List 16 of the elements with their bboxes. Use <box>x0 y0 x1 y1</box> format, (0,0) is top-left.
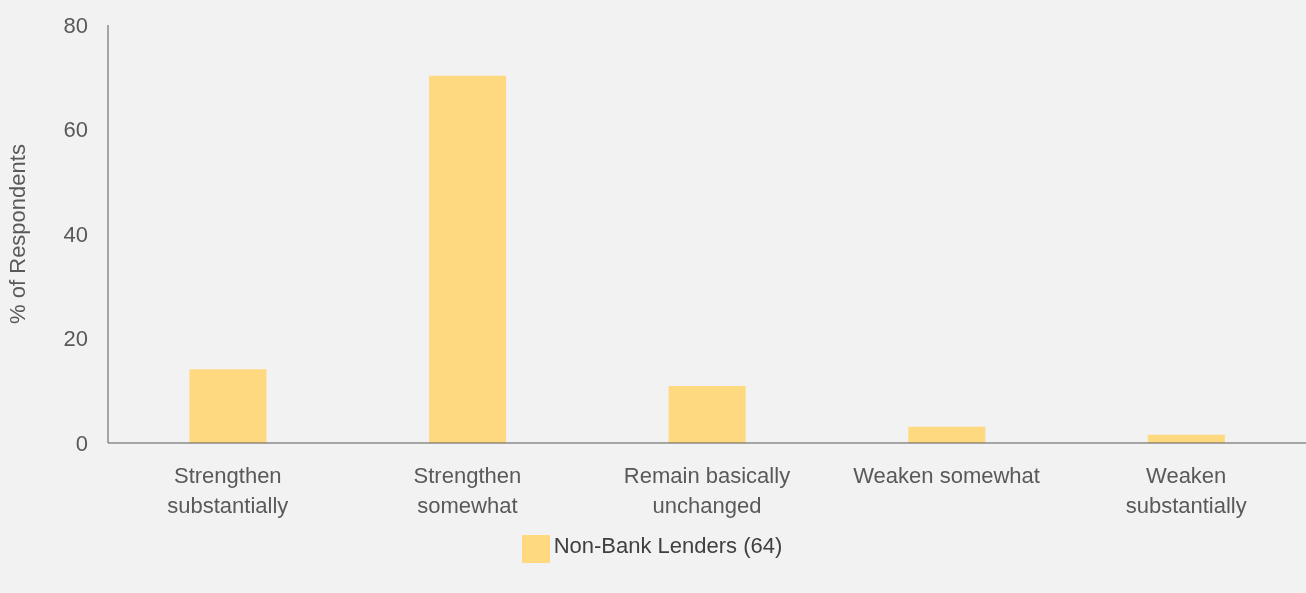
x-tick-label: Weaken substantially <box>1125 463 1247 518</box>
legend-label: Non-Bank Lenders (64) <box>553 533 783 558</box>
x-tick-label: Weaken somewhat <box>853 463 1040 488</box>
x-tick-label: Strengthen substantially <box>167 463 289 518</box>
x-tick-label: Strengthen somewhat <box>413 463 522 518</box>
bar <box>429 75 507 443</box>
bar <box>908 426 986 443</box>
y-tick-label: 20 <box>63 326 88 352</box>
y-tick-label: 0 <box>75 430 88 456</box>
x-tick-label: Remain basically unchanged <box>623 463 791 518</box>
bar <box>668 386 746 443</box>
bar <box>189 369 267 443</box>
y-tick-label: 80 <box>63 12 88 38</box>
y-tick-label: 60 <box>63 117 88 143</box>
y-tick-label: 40 <box>63 221 88 247</box>
y-axis-title: % of Respondents <box>4 144 30 324</box>
